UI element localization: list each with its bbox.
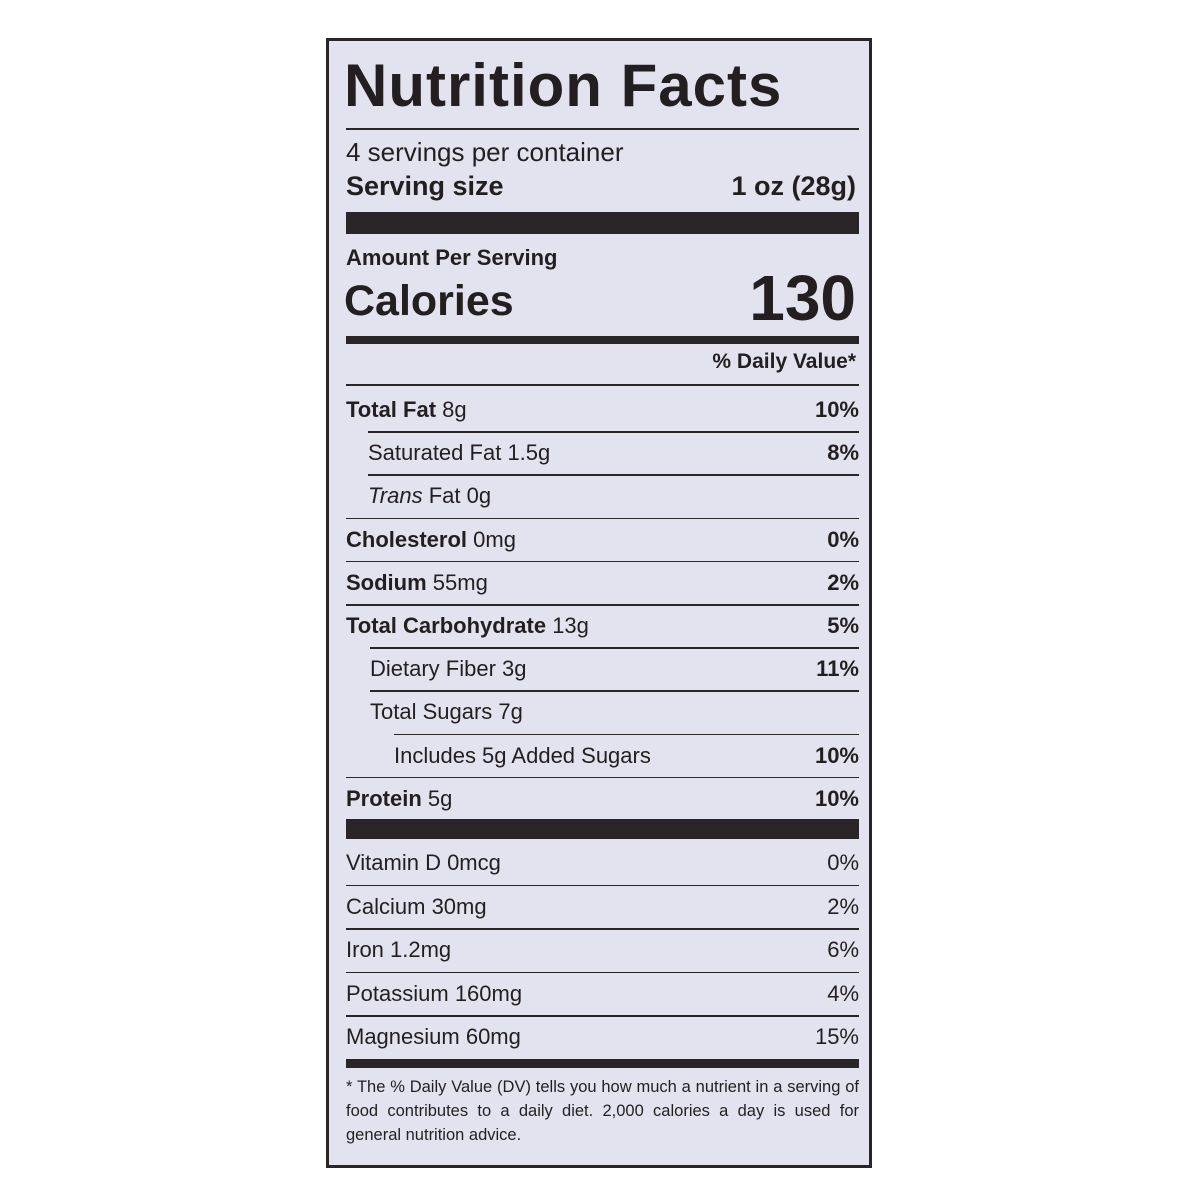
nutrient-amount: 0g [466, 483, 492, 509]
divider [346, 604, 859, 606]
nutrient-label: Trans [368, 483, 423, 509]
nutrient-row: Dietary Fiber 3g 11% [346, 649, 859, 689]
nutrient-name: Saturated Fat 1.5g [368, 433, 550, 473]
medium-bar [346, 1059, 859, 1068]
serving-size-label: Serving size [346, 171, 504, 201]
calories-value: 130 [749, 262, 856, 334]
divider [346, 128, 859, 130]
divider [346, 928, 859, 930]
vitamin-daily-value: 2% [827, 893, 859, 919]
nutrient-label: Cholesterol [346, 526, 468, 552]
nutrient-name: Includes 5g Added Sugars [394, 736, 651, 776]
nutrient-row: Total Fat 8g 10% [346, 390, 859, 430]
nutrient-amount: 3g [502, 656, 527, 682]
nutrient-amount: 13g [552, 613, 589, 638]
nutrient-amount: 0mg [473, 526, 516, 552]
vitamin-daily-value: 4% [827, 980, 859, 1006]
servings-per-container: 4 servings per container [346, 137, 624, 167]
amount-per-serving: Amount Per Serving [346, 245, 558, 270]
serving-size-value: 1 oz (28g) [731, 171, 856, 201]
label-title: Nutrition Facts [344, 52, 783, 119]
nutrient-row: Sodium 55mg 2% [346, 563, 859, 603]
nutrient-amount: 1.5g [507, 440, 551, 466]
nutrient-name: Total Sugars 7g [370, 692, 523, 732]
vitamin-name: Potassium 160mg [346, 980, 523, 1006]
nutrient-amount: 7g [498, 699, 523, 725]
nutrient-daily-value: 0% [827, 526, 859, 552]
vitamin-name: Iron 1.2mg [346, 937, 452, 962]
nutrient-label: Total Sugars [370, 699, 493, 725]
divider [368, 474, 859, 476]
vitamin-row: Magnesium 60mg 15% [346, 1017, 859, 1057]
nutrient-row: Total Carbohydrate 13g 5% [346, 606, 859, 646]
nutrient-daily-value: 10% [814, 742, 859, 768]
medium-bar [346, 336, 859, 344]
vitamin-row: Vitamin D 0mcg 0% [346, 843, 859, 883]
vitamin-daily-value: 6% [827, 937, 859, 962]
divider [346, 1015, 859, 1017]
nutrient-name: Cholesterol 0mg [346, 520, 516, 560]
nutrient-row: Saturated Fat 1.5g 8% [346, 433, 859, 473]
vitamin-row: Calcium 30mg 2% [346, 887, 859, 927]
divider [346, 384, 859, 386]
divider [346, 884, 859, 886]
nutrient-name: Dietary Fiber 3g [370, 649, 527, 689]
nutrient-label-rest: Fat [428, 483, 461, 509]
nutrient-label: Dietary Fiber [370, 656, 496, 682]
nutrient-name: Total Carbohydrate 13g [346, 606, 589, 646]
divider [346, 560, 859, 563]
nutrient-name: Protein 5g [346, 779, 452, 819]
calories-label: Calories [344, 277, 514, 325]
thick-bar [346, 212, 859, 234]
vitamin-row: Potassium 160mg 4% [346, 974, 859, 1014]
nutrient-daily-value: 11% [816, 656, 859, 682]
vitamin-name: Vitamin D 0mcg [346, 850, 501, 875]
thick-bar [346, 819, 859, 839]
nutrient-label: Total Fat [346, 397, 437, 422]
nutrient-daily-value: 10% [814, 397, 859, 422]
nutrient-amount: 8g [442, 397, 467, 422]
nutrient-amount: 5g [427, 785, 453, 811]
nutrient-label: Includes 5g Added Sugars [394, 742, 651, 768]
nutrient-daily-value: 5% [827, 613, 859, 638]
vitamin-name: Calcium 30mg [346, 893, 487, 919]
divider [346, 776, 859, 779]
nutrient-row: Cholesterol 0mg 0% [346, 520, 859, 560]
nutrient-name: Sodium 55mg [346, 563, 488, 603]
nutrient-amount: 55mg [432, 569, 488, 595]
divider [370, 647, 859, 649]
nutrient-label: Sodium [346, 569, 427, 595]
divider [370, 690, 859, 692]
vitamin-row: Iron 1.2mg 6% [346, 930, 859, 970]
nutrient-daily-value: 2% [827, 569, 859, 595]
vitamin-name: Magnesium 60mg [346, 1024, 521, 1049]
vitamin-daily-value: 15% [814, 1024, 859, 1049]
nutrient-daily-value: 10% [814, 785, 859, 811]
nutrition-facts-label: Nutrition Facts 4 servings per container… [326, 38, 872, 1168]
nutrient-label: Total Carbohydrate [346, 613, 547, 638]
footnote: * The % Daily Value (DV) tells you how m… [346, 1078, 859, 1144]
nutrient-label: Saturated Fat [368, 440, 502, 466]
vitamin-daily-value: 0% [827, 850, 859, 875]
divider [394, 733, 859, 736]
nutrient-name: Total Fat 8g [346, 390, 467, 430]
nutrient-row: Protein 5g 10% [346, 779, 859, 819]
nutrient-label: Protein [346, 785, 422, 811]
nutrient-row: Includes 5g Added Sugars 10% [346, 736, 859, 776]
nutrient-row: Trans Fat 0g [346, 476, 859, 516]
divider [346, 971, 859, 973]
nutrient-daily-value: 8% [827, 440, 859, 466]
divider [368, 431, 859, 433]
daily-value-header: % Daily Value* [712, 350, 856, 373]
nutrient-name: Trans Fat 0g [368, 476, 491, 516]
divider [346, 517, 859, 520]
nutrient-row: Total Sugars 7g [346, 692, 859, 732]
